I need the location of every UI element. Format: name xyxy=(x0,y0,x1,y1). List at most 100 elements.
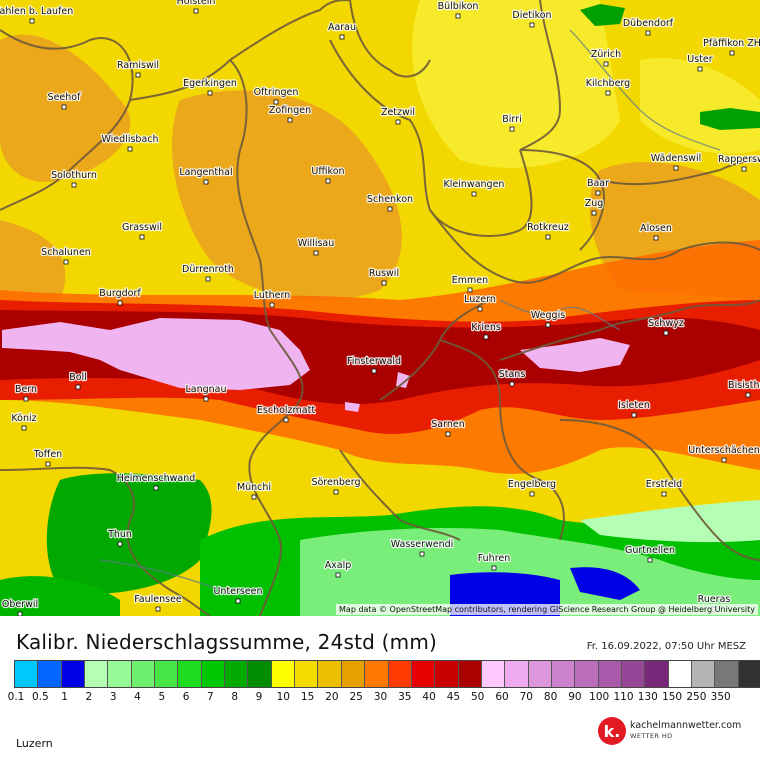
place-label-halo: Birri xyxy=(502,114,521,125)
place-marker xyxy=(697,66,703,72)
place-marker xyxy=(591,210,597,216)
place-label-halo: Oftringen xyxy=(254,87,299,98)
place-0: Wahlen b. LaufenWahlen b. Laufen xyxy=(0,5,74,24)
place-marker xyxy=(335,572,341,578)
place-label-halo: Bern xyxy=(15,384,37,395)
place-label: Dürrenroth xyxy=(182,264,234,275)
place-label: Langenthal xyxy=(179,167,232,178)
place-marker xyxy=(61,104,67,110)
place-marker xyxy=(445,431,451,437)
place-marker xyxy=(23,396,29,402)
place-label: Sarnen xyxy=(431,419,464,430)
place-marker xyxy=(203,396,209,402)
place-marker xyxy=(545,322,551,328)
place-marker xyxy=(235,598,241,604)
place-label: Weggis xyxy=(531,310,565,321)
place-label-halo: Burgdorf xyxy=(99,288,141,299)
place-label-halo: Uffikon xyxy=(311,166,344,177)
place-marker xyxy=(419,551,425,557)
place-label: Ramiswil xyxy=(117,60,159,71)
place-label: Alosen xyxy=(640,223,672,234)
place-marker xyxy=(395,119,401,125)
legend-timestamp: Fr. 16.09.2022, 07:50 Uhr MESZ xyxy=(586,641,746,652)
place-label: Schenkon xyxy=(367,194,413,205)
place-label: Burgdorf xyxy=(99,288,141,299)
place-label-halo: Dietikon xyxy=(512,10,551,21)
place-label-halo: Zug xyxy=(585,198,604,209)
scale-swatch xyxy=(435,661,459,687)
place-marker xyxy=(17,611,23,616)
scale-tick-label: 150 xyxy=(662,691,683,703)
place-marker xyxy=(313,250,319,256)
scale-swatch xyxy=(38,661,62,687)
place-label: Zug xyxy=(585,198,604,209)
place-label-halo: Bisisthal xyxy=(728,380,760,391)
map-attribution[interactable]: Map data © OpenStreetMap contributors, r… xyxy=(336,604,758,615)
place-label-halo: Aarau xyxy=(328,22,356,33)
scale-tick-label: 70 xyxy=(519,691,533,703)
place-label: Birri xyxy=(502,114,521,125)
scale-swatch xyxy=(645,661,669,687)
place-marker xyxy=(155,606,161,612)
place-label-halo: Fuhren xyxy=(478,553,511,564)
brand-name: kachelmannwetter.com xyxy=(630,720,742,731)
place-label-halo: Rotkreuz xyxy=(527,222,569,233)
scale-swatch xyxy=(15,661,39,687)
brand-logo[interactable]: k. kachelmannwetter.com WETTER HD xyxy=(598,717,741,745)
precip-field-green xyxy=(0,473,760,616)
place-label-halo: Sarnen xyxy=(431,419,464,430)
place-label-halo: Schalunen xyxy=(41,247,91,258)
place-marker xyxy=(193,8,199,14)
scale-swatch xyxy=(85,661,109,687)
scale-swatch xyxy=(295,661,319,687)
scale-tick-label: 15 xyxy=(300,691,315,703)
place-label-halo: Engelberg xyxy=(508,479,556,490)
kachelmann-logo-icon: k. xyxy=(598,717,626,745)
scale-swatch xyxy=(61,661,86,687)
place-label-halo: Emmen xyxy=(452,275,488,286)
place-label-halo: Holstein xyxy=(177,0,216,7)
scale-tick-label: 7 xyxy=(207,691,214,703)
place-label: Köniz xyxy=(11,413,36,424)
place-marker xyxy=(127,146,133,152)
place-label: Zürich xyxy=(591,49,621,60)
scale-tick-label: 90 xyxy=(568,691,582,703)
place-label: Münchi xyxy=(237,482,271,493)
scale-swatch xyxy=(271,661,296,687)
scale-tick-label: 20 xyxy=(325,691,339,703)
scale-tick-label: 8 xyxy=(231,691,239,703)
place-marker xyxy=(603,61,609,67)
precip-field-pink xyxy=(2,318,630,412)
place-marker xyxy=(467,287,473,293)
place-label: Rapperswil xyxy=(718,154,760,165)
place-label: Baar xyxy=(587,178,609,189)
scale-swatch xyxy=(201,661,226,687)
place-label-halo: Thun xyxy=(107,529,132,540)
color-scale-labels: 0.1 0.5 1 2 3 4 5 6 7 8 9 10 15 20 25 30 35 40 45 50 60 70 80 9… xyxy=(0,691,760,705)
scale-swatch xyxy=(715,661,739,687)
color-scale xyxy=(14,660,760,688)
place-marker xyxy=(471,191,477,197)
place-label: Aarau xyxy=(328,22,356,33)
place-marker xyxy=(139,234,145,240)
